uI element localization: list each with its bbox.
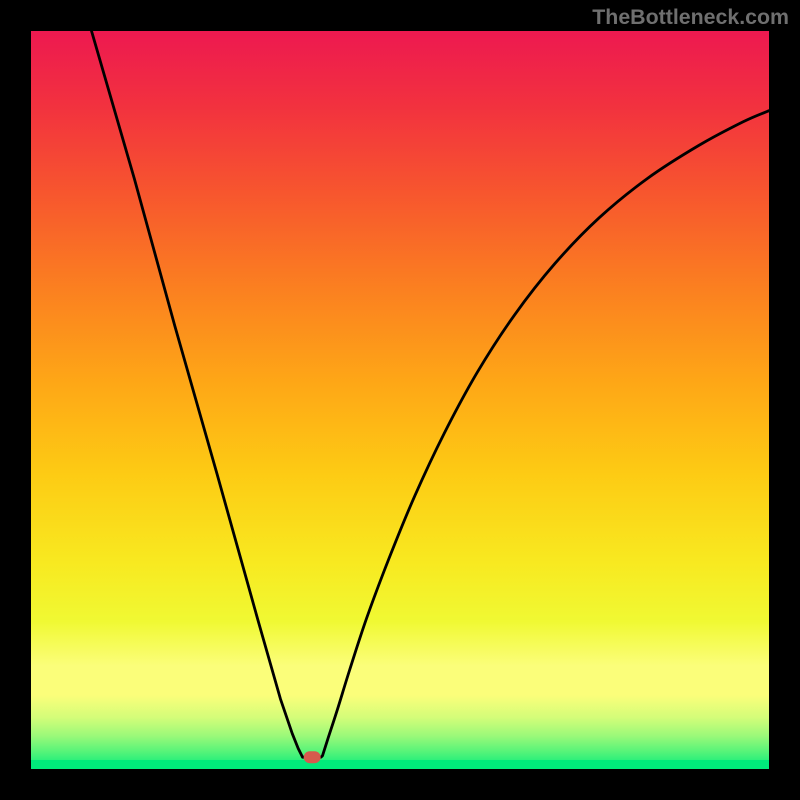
plot-area: [31, 31, 769, 769]
bottleneck-curve: [31, 31, 769, 769]
bottleneck-marker: [304, 751, 321, 763]
curve-path: [92, 31, 769, 757]
watermark-text: TheBottleneck.com: [592, 5, 789, 30]
